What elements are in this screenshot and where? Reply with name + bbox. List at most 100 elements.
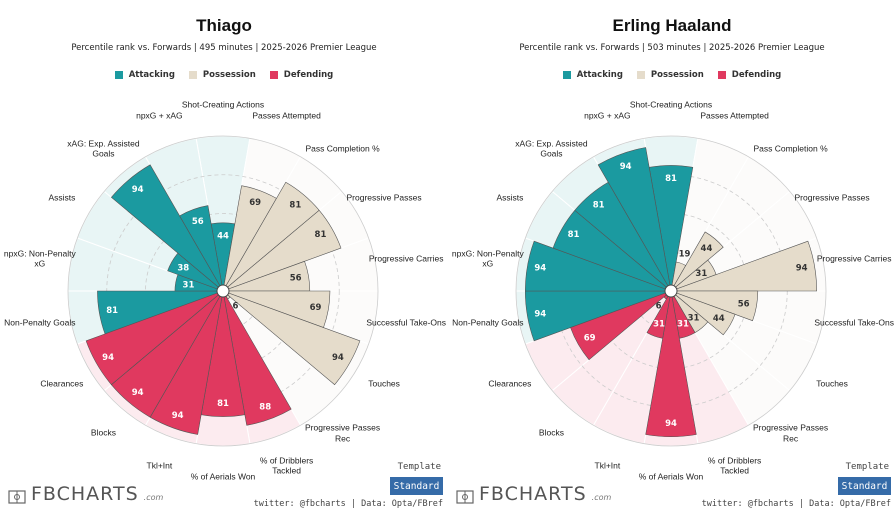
slice-label: Clearances [488,378,532,389]
slice-label: % of Dribblers Tackled [259,455,314,476]
credit: twitter: @fbcharts | Data: Opta/FBref [701,499,891,509]
template-label: Template [397,462,441,472]
slice-label: Tkl+Int [594,460,621,471]
value-label: 94 [620,162,632,172]
template-button[interactable]: Standard [838,477,891,495]
slice-label: xAG: Exp. Assisted Goals [515,137,588,159]
value-label: 6 [656,301,662,311]
slice-label: Passes Attempted [700,110,769,121]
slice-label: % of Dribblers Tackled [707,455,762,476]
legend-label: Attacking [128,70,175,80]
value-label: 81 [289,200,301,210]
slice-label: % of Aerials Won [190,471,256,482]
legend-item: Attacking [114,70,175,80]
template-label: Template [845,462,889,472]
legend-swatch [269,71,278,79]
value-label: 19 [679,249,691,259]
slice-label: npxG: Non-Penalty xG [3,248,76,269]
slice-label: Assists [48,192,76,203]
slice-label: Non-Penalty Goals [4,317,76,328]
value-label: 56 [290,274,302,284]
chart-subtitle: Percentile rank vs. Forwards | 503 minut… [519,43,825,53]
brand-logo: FBCHARTS .com [8,484,163,504]
value-label: 44 [701,244,713,254]
bar [670,290,736,336]
bar [110,164,224,292]
value-label: 94 [534,310,546,320]
value-label: 81 [568,230,580,240]
bar [179,205,224,292]
value-label: 94 [132,185,144,195]
slice-label: Touches [816,378,848,389]
value-label: 94 [665,419,677,429]
slice-label: Non-Penalty Goals [452,317,524,328]
value-label: 81 [593,200,605,210]
legend-item: Defending [717,70,782,80]
slice-label: Progressive Carries [368,253,444,264]
slice-label: Tkl+Int [146,460,173,471]
value-label: 94 [172,411,184,421]
brand-icon [8,490,26,504]
slice-label: Pass Completion % [305,143,380,154]
slice-label: npxG + xAG [584,110,631,121]
legend-label: Defending [731,70,782,80]
value-label: 88 [259,402,271,412]
chart-title: Erling Haaland [612,16,732,35]
value-label: 94 [132,388,144,398]
brand-suffix: .com [591,493,612,502]
slice-label: npxG: Non-Penalty xG [451,248,524,269]
brand-text: FBCHARTS [479,483,587,505]
legend-label: Possession [202,70,256,80]
chart-subtitle: Percentile rank vs. Forwards | 495 minut… [71,43,377,53]
value-label: 6 [232,301,238,311]
brand-icon [456,490,474,504]
brand-icon-circle [14,494,20,500]
template-button[interactable]: Standard [390,477,443,495]
value-label: 69 [310,303,322,313]
slice-label: Successful Take-Ons [366,317,447,328]
bar [222,209,342,292]
brand-icon-circle [462,494,468,500]
legend-item: Possession [188,70,256,80]
bar [670,231,724,292]
bar [524,240,672,292]
legend-swatch [114,71,123,79]
slice-label: Progressive Carries [816,253,892,264]
value-label: 31 [183,280,195,290]
slice-label: Clearances [40,378,84,389]
bar [222,290,361,386]
pizza-chart: 44 81 31 38 94 56 69 81 81 56 69 94 6 88 81 94 94 94 [67,135,379,447]
slice-label: Blocks [90,428,116,439]
value-label: 31 [653,319,665,329]
bar [670,290,759,322]
slice-label: Touches [368,378,400,389]
brand-logo: FBCHARTS .com [456,484,611,504]
slice-label: Blocks [538,428,564,439]
value-label: 94 [796,263,808,273]
value-label: 44 [217,231,229,241]
value-label: 69 [249,198,261,208]
legend: Attacking Possession Defending [0,70,448,80]
bar [222,290,292,426]
legend-item: Possession [636,70,704,80]
center-hole [664,284,678,298]
value-label: 81 [315,230,327,240]
slice-label: Progressive Passes Rec [304,422,381,444]
value-label: 94 [534,263,546,273]
bar [570,290,672,361]
legend-label: Possession [650,70,704,80]
value-label: 94 [102,353,114,363]
value-label: 31 [677,319,689,329]
value-label: 81 [106,306,118,316]
legend-swatch [188,71,197,79]
slice-label: Shot-Creating Actions [181,99,265,110]
value-label: 56 [192,217,204,227]
slice-label: Shot-Creating Actions [629,99,713,110]
slice-label: % of Aerials Won [638,471,704,482]
legend-label: Attacking [576,70,623,80]
legend-swatch [636,71,645,79]
legend-item: Attacking [562,70,623,80]
legend-item: Defending [269,70,333,80]
